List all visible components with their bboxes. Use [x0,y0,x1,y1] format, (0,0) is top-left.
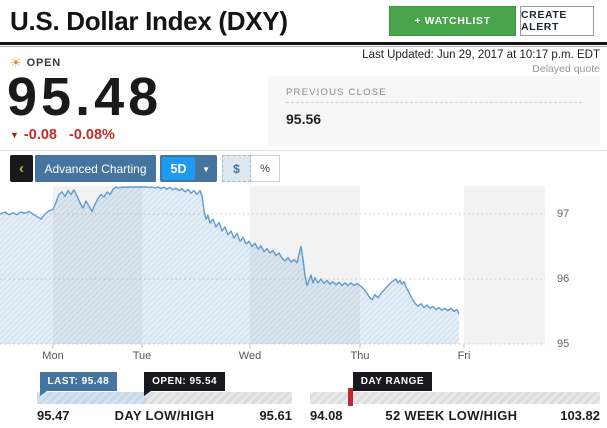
day-range-labels: 95.47 DAY LOW/HIGH 95.61 [37,408,292,423]
last-updated-text: Last Updated: Jun 29, 2017 at 10:17 p.m.… [362,49,600,61]
time-range-value: 5D [162,157,195,180]
unit-toggle: $ % [222,155,280,182]
week52-range-label: 52 WEEK LOW/HIGH [385,408,518,423]
price-chart-svg: 97 96 95 Mon Tue Wed Thu Fri [0,186,569,362]
day-range-fill [37,392,147,404]
create-alert-button[interactable]: CREATE ALERT [520,6,594,36]
chart-series [0,186,460,344]
back-chevron-icon: ‹ [19,160,24,177]
week52-high-value: 103.82 [560,408,600,423]
time-range-dropdown[interactable]: 5D ▼ [160,155,217,182]
change-value: -0.08 [23,127,57,143]
page-title: U.S. Dollar Index (DXY) [10,6,288,36]
day-range-label: DAY LOW/HIGH [114,408,215,423]
last-price: 95.48 [7,67,163,127]
svg-text:97: 97 [557,208,569,220]
down-arrow-icon: ▼ [10,130,19,140]
last-price-badge: LAST: 95.48 [39,372,118,396]
previous-close-divider [286,102,582,103]
week52-range-module: DAY RANGE 94.08 52 WEEK LOW/HIGH 103.82 [310,372,600,424]
header-rule [0,42,607,45]
change-percent: -0.08% [68,127,115,143]
svg-text:Wed: Wed [239,350,261,362]
svg-text:Mon: Mon [42,350,63,362]
percent-toggle-button[interactable]: % [251,155,280,182]
chart-toolbar: ‹ Advanced Charting 5D ▼ $ % [0,155,607,182]
week52-low-value: 94.08 [310,408,343,423]
chevron-down-icon: ▼ [202,165,210,174]
section-divider [0,150,607,151]
previous-close-label: PREVIOUS CLOSE [286,87,387,98]
week52-range-labels: 94.08 52 WEEK LOW/HIGH 103.82 [310,408,600,423]
delayed-quote-text: Delayed quote [532,63,600,75]
svg-text:95: 95 [557,338,569,350]
back-button[interactable]: ‹ [10,155,33,182]
svg-text:Thu: Thu [351,350,370,362]
open-price-badge: OPEN: 95.54 [144,372,226,396]
chart-axes: 97 96 95 Mon Tue Wed Thu Fri [42,208,569,362]
sun-icon: ☀ [10,55,22,70]
day-high-value: 95.61 [259,408,292,423]
add-watchlist-button[interactable]: + WATCHLIST [389,6,516,36]
day-range-marker [347,388,353,406]
price-chart[interactable]: 97 96 95 Mon Tue Wed Thu Fri [0,186,607,362]
market-status: ☀ OPEN [10,56,61,69]
day-range-badge: DAY RANGE [352,372,433,391]
week52-range-bar [310,392,600,404]
day-range-module: LAST: 95.48 OPEN: 95.54 95.47 DAY LOW/HI… [37,372,292,424]
day-range-bar [37,392,292,404]
price-change: ▼ -0.08 -0.08% [10,127,115,143]
header-rule-shadow [0,46,607,47]
svg-text:Fri: Fri [458,350,471,362]
day-low-value: 95.47 [37,408,70,423]
previous-close-box: PREVIOUS CLOSE 95.56 [268,76,600,146]
svg-text:Tue: Tue [133,350,152,362]
advanced-charting-button[interactable]: Advanced Charting [35,155,156,182]
market-status-label: OPEN [26,56,62,69]
svg-text:96: 96 [557,273,569,285]
dollar-toggle-button[interactable]: $ [222,155,251,182]
previous-close-value: 95.56 [286,111,322,127]
